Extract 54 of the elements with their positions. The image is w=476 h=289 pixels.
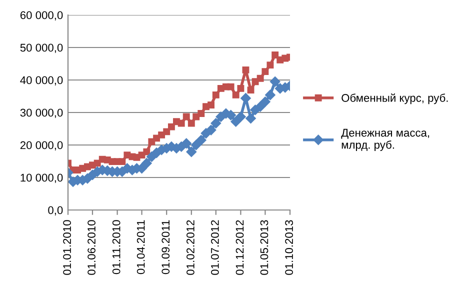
point: [198, 110, 205, 117]
y-tick-label: 40 000,0: [20, 76, 63, 86]
point: [206, 124, 216, 136]
point: [182, 113, 190, 120]
point: [236, 112, 246, 122]
point: [260, 96, 270, 107]
point: [158, 131, 166, 138]
point: [208, 102, 214, 108]
point: [181, 138, 192, 148]
x-tick-label: 01.05.2013: [260, 220, 268, 275]
point: [232, 91, 240, 98]
point: [142, 158, 152, 168]
point: [266, 62, 274, 69]
y-tick-label: 10 000,0: [20, 174, 63, 183]
point: [178, 120, 185, 127]
point: [196, 135, 206, 146]
point: [227, 83, 234, 90]
point: [262, 68, 269, 76]
x-tick-label: 01.01.2010: [63, 220, 71, 275]
point: [188, 120, 195, 127]
x-tick-label: 01.09.2011: [162, 220, 170, 274]
y-tick-label: 0,0: [48, 206, 63, 216]
y-tick-label: 30 000,0: [20, 108, 63, 118]
point: [118, 158, 126, 166]
point: [212, 91, 220, 98]
point: [272, 52, 279, 58]
x-tick-label: 01.06.2010: [88, 220, 96, 275]
point: [163, 128, 170, 136]
point: [237, 84, 244, 92]
point: [143, 148, 150, 156]
x-tick-label: 01.11.2010: [112, 220, 120, 274]
point: [230, 116, 241, 127]
y-tick-label: 20 000,0: [20, 141, 63, 150]
point: [210, 118, 222, 128]
x-tick-label: 01.07.2012: [211, 220, 219, 275]
legend-label: Денежная масса, млрд. руб.: [341, 128, 430, 151]
x-tick-label: 01.12.2012: [236, 220, 244, 275]
point: [94, 160, 101, 167]
point: [247, 86, 254, 94]
point: [256, 74, 264, 82]
y-tick-label: 50 000,0: [20, 44, 63, 53]
point: [270, 76, 280, 87]
y-tick-label: 60 000,0: [20, 11, 63, 20]
legend-label: Обменный курс, руб.: [342, 94, 448, 104]
point: [186, 146, 197, 157]
point: [168, 123, 175, 130]
point: [255, 102, 266, 112]
x-tick-label: 01.02.2012: [186, 220, 194, 275]
point: [265, 90, 276, 100]
point: [242, 66, 250, 74]
point: [190, 140, 202, 150]
x-tick-label: 01.04.2011: [136, 220, 145, 274]
x-tick-label: 01.10.2013: [285, 220, 293, 275]
point: [246, 113, 256, 124]
